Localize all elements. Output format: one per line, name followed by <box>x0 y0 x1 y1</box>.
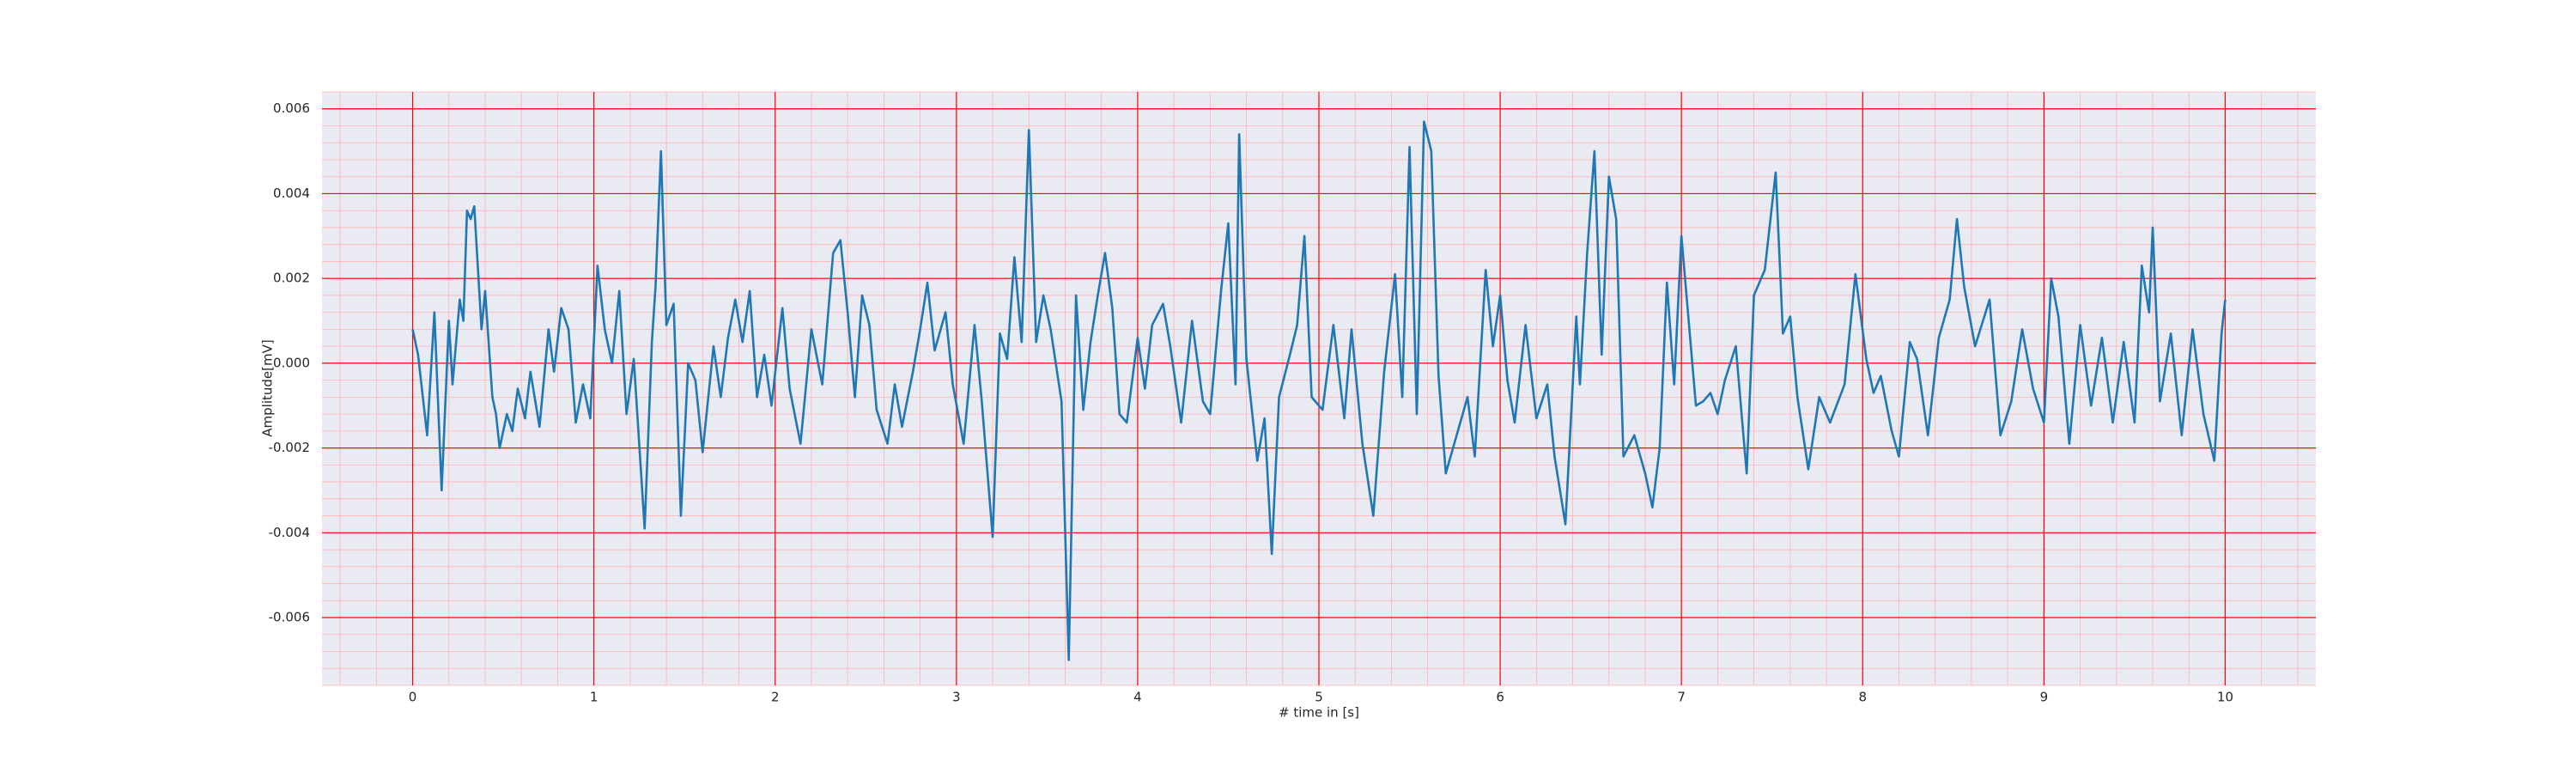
y-tick-label: -0.006 <box>269 610 310 625</box>
x-tick-label: 9 <box>2040 690 2049 705</box>
x-tick-label: 0 <box>409 690 417 705</box>
x-tick-label: 2 <box>771 690 780 705</box>
x-tick-label: 7 <box>1677 690 1686 705</box>
x-tick-label: 5 <box>1315 690 1323 705</box>
signal-line <box>411 120 2227 661</box>
y-tick-label: -0.004 <box>269 525 310 540</box>
x-tick-label: 1 <box>590 690 598 705</box>
y-tick-label: 0.002 <box>273 271 310 286</box>
x-tick-label: 4 <box>1133 690 1142 705</box>
major-grid <box>322 92 2316 685</box>
x-tick-label: 3 <box>952 690 961 705</box>
data-layer <box>411 120 2227 661</box>
x-tick-label: 6 <box>1496 690 1504 705</box>
y-tick-label: 0.000 <box>273 355 310 370</box>
x-axis-label: # time in [s] <box>1279 705 1359 721</box>
x-tick-label: 10 <box>2217 690 2233 705</box>
y-tick-label: -0.002 <box>269 440 310 455</box>
y-axis-label: Amplitude[mV] <box>260 339 276 436</box>
y-tick-label: 0.006 <box>273 100 310 116</box>
x-tick-label: 8 <box>1858 690 1867 705</box>
y-tick-label: 0.004 <box>273 186 310 201</box>
